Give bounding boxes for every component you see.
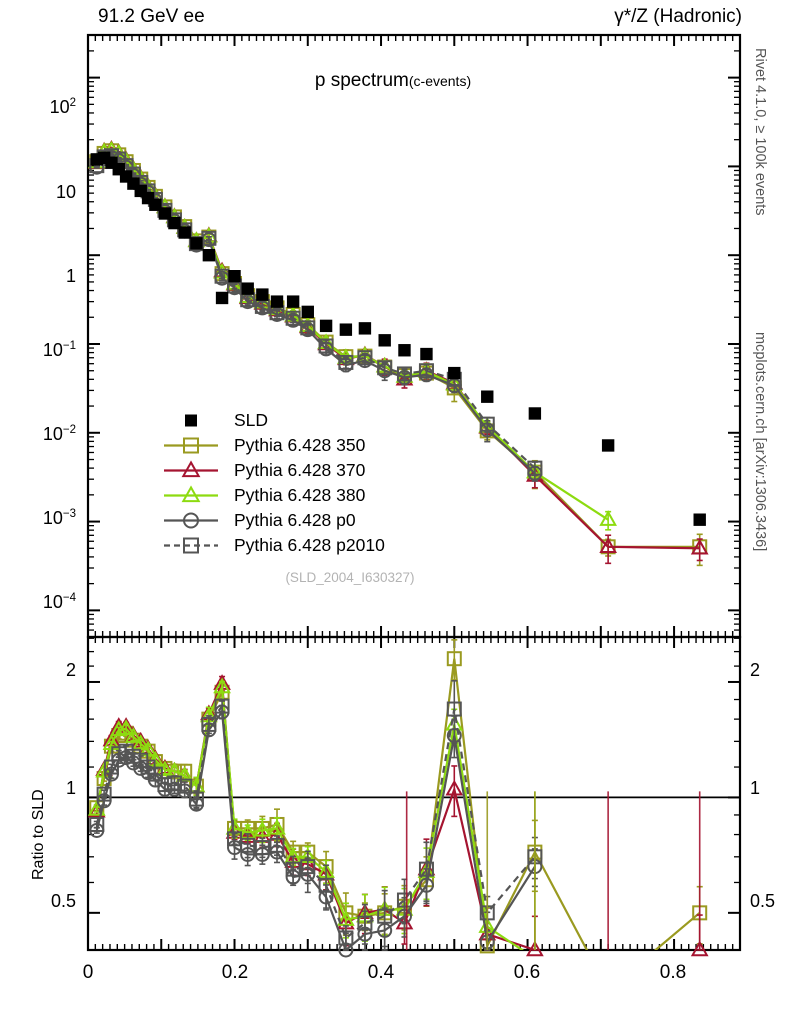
ratio-ytick-2-right: 2 — [750, 660, 761, 680]
header-beam-energy: 91.2 GeV ee — [98, 6, 205, 27]
legend-label-p0: Pythia 6.428 p0 — [234, 510, 356, 530]
legend-label-p370: Pythia 6.428 370 — [234, 460, 366, 480]
ytick-1e-1: 10−1 — [42, 340, 76, 360]
series-pythia-6-428-p2010 — [89, 148, 543, 477]
plot-title-sub: (c-events) — [408, 73, 472, 89]
plot-title-main: p spectrum — [314, 70, 409, 91]
ratio-ytick-1-right: 1 — [750, 778, 761, 798]
ratio-ytick-1-left: 1 — [65, 778, 76, 798]
ytick-1e-4: 10−4 — [42, 592, 76, 612]
xtick-06: 0.6 — [513, 962, 541, 983]
xtick-0: 0 — [82, 962, 94, 983]
ytick-1e-2: 10−2 — [42, 424, 76, 444]
legend-item-sld[interactable]: SLD — [162, 408, 385, 433]
legend-label-sld: SLD — [234, 410, 269, 430]
xtick-08: 0.8 — [659, 962, 687, 983]
legend-item-p0[interactable]: Pythia 6.428 p0 — [162, 508, 385, 533]
legend-item-p2010[interactable]: Pythia 6.428 p2010 — [162, 533, 385, 558]
ytick-1e2: 102 — [49, 97, 76, 117]
xtick-04: 0.4 — [367, 962, 395, 983]
ytick-10: 10 — [55, 182, 76, 202]
legend-label-p350: Pythia 6.428 350 — [234, 435, 366, 455]
series-pythia-6-428-370 — [87, 674, 709, 957]
ratio-ytick-2-left: 2 — [65, 660, 76, 680]
analysis-id-watermark: (SLD_2004_I630327) — [285, 570, 415, 585]
series-pythia-6-428-350 — [89, 143, 708, 567]
legend-item-p380[interactable]: Pythia 6.428 380 — [162, 483, 385, 508]
ratio-ytick-05-right: 0.5 — [750, 891, 776, 911]
series-sld — [90, 151, 706, 526]
legend-label-p380: Pythia 6.428 380 — [234, 485, 366, 505]
legend: SLD Pythia 6.428 350 Pythia 6.428 370 Py… — [162, 408, 385, 558]
header-process: γ*/Z (Hadronic) — [614, 6, 742, 27]
ratio-ytick-05-left: 0.5 — [50, 891, 76, 911]
series-pythia-6-428-350 — [89, 639, 708, 954]
series-pythia-6-428-370 — [87, 140, 709, 565]
ytick-1e-3: 10−3 — [42, 508, 76, 528]
xtick-02: 0.2 — [221, 962, 249, 983]
plot-title: p spectrum(c-events) — [0, 70, 786, 92]
series-pythia-6-428-p2010 — [89, 680, 543, 951]
legend-label-p2010: Pythia 6.428 p2010 — [234, 535, 385, 555]
legend-item-p370[interactable]: Pythia 6.428 370 — [162, 458, 385, 483]
ytick-1: 1 — [65, 266, 76, 286]
legend-item-p350[interactable]: Pythia 6.428 350 — [162, 433, 385, 458]
